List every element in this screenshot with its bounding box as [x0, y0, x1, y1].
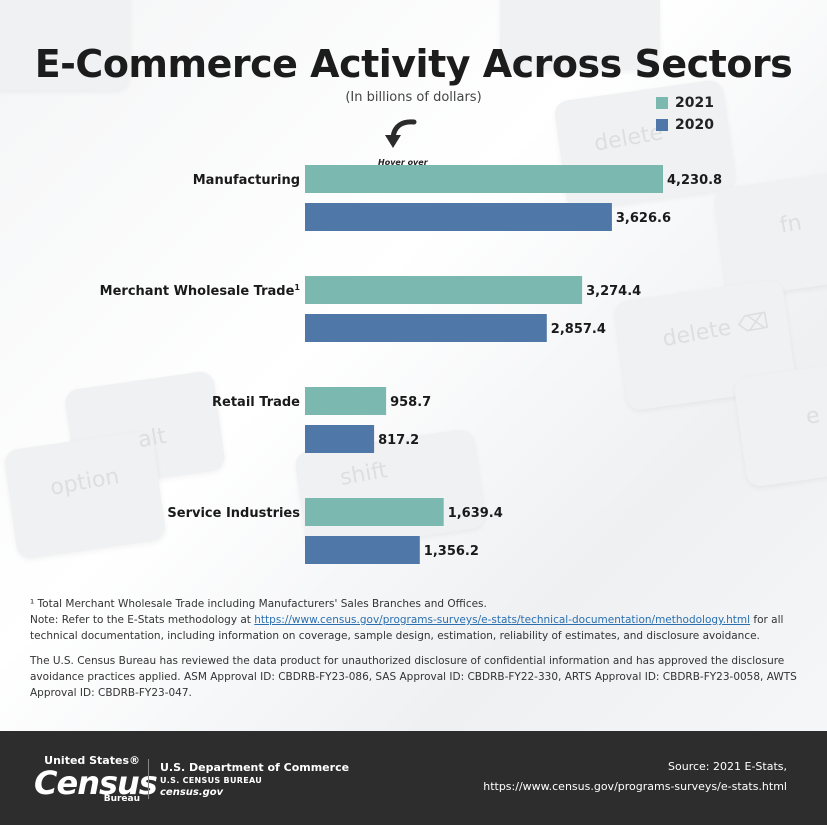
legend-item-2020[interactable]: 2020 [656, 114, 714, 136]
curved-arrow-icon [385, 119, 417, 148]
bar-2021-1[interactable] [305, 276, 583, 304]
logo-united-states: United States® [44, 754, 140, 767]
bar-value-label: 2,857.4 [551, 322, 606, 337]
legend-swatch-2020 [656, 119, 668, 131]
legend-label-2020: 2020 [675, 117, 714, 133]
census-site-link[interactable]: census.gov [160, 787, 224, 798]
bar-value-label: 3,626.6 [616, 211, 671, 226]
chart-subtitle: (In billions of dollars) [345, 90, 482, 105]
department-name: U.S. Department of Commerce [160, 761, 350, 774]
chart-title: E-Commerce Activity Across Sectors [34, 42, 793, 86]
methodology-suffix: for all technical documentation, includi… [30, 614, 784, 642]
category-label: Merchant Wholesale Trade1 [100, 283, 301, 299]
bar-chart: Manufacturing 4,230.8 3,626.6 Merchant Whol… [100, 165, 722, 564]
bar-2021-0[interactable] [305, 165, 663, 193]
methodology-link[interactable]: https://www.census.gov/programs-surveys/… [254, 614, 751, 626]
bar-2020-0[interactable] [305, 203, 612, 231]
footnote: ¹ Total Merchant Wholesale Trade includi… [30, 598, 487, 610]
bar-value-label: 958.7 [390, 395, 431, 410]
bar-value-label: 817.2 [378, 433, 419, 448]
legend-label-2021: 2021 [675, 95, 714, 111]
source-block: Source: 2021 E-Stats, https://www.census… [483, 757, 787, 797]
methodology-note: Note: Refer to the E-Stats methodology a… [30, 612, 805, 644]
department-block: U.S. Department of Commerce U.S. CENSUS … [160, 761, 349, 798]
logo-census: Census [34, 764, 158, 802]
logo-bureau: Bureau [103, 794, 140, 804]
bar-2020-1[interactable] [305, 314, 547, 342]
category-label: Service Industries [167, 506, 300, 521]
source-line: Source: 2021 E-Stats, [668, 760, 787, 773]
keycap [0, 0, 130, 90]
disclosure-statement: The U.S. Census Bureau has reviewed the … [30, 655, 797, 699]
hover-hint-text: Hover over [378, 158, 428, 167]
legend-swatch-2021 [656, 97, 668, 109]
notes: ¹ Total Merchant Wholesale Trade includi… [30, 596, 805, 701]
keycap [500, 0, 660, 70]
hover-hint: Hover over [378, 118, 438, 167]
category-label: Manufacturing [193, 173, 300, 188]
census-logo[interactable]: United States® Census Bureau [34, 754, 158, 806]
bureau-name: U.S. CENSUS BUREAU [160, 776, 263, 785]
bar-value-label: 1,356.2 [424, 544, 479, 559]
legend-item-2021[interactable]: 2021 [656, 92, 714, 114]
bar-value-label: 1,639.4 [448, 506, 503, 521]
bar-2021-2[interactable] [305, 387, 387, 415]
bar-2021-3[interactable] [305, 498, 444, 526]
footer-divider [148, 759, 149, 799]
category-superscript: 1 [294, 283, 300, 292]
bar-2020-2[interactable] [305, 425, 375, 453]
legend: 2021 2020 [656, 92, 714, 136]
bar-value-label: 3,274.4 [586, 284, 641, 299]
source-url[interactable]: https://www.census.gov/programs-surveys/… [483, 780, 787, 793]
bar-2020-3[interactable] [305, 536, 420, 564]
footer: United States® Census Bureau U.S. Depart… [0, 731, 827, 825]
methodology-prefix: Note: Refer to the E-Stats methodology a… [30, 614, 255, 626]
bar-value-label: 4,230.8 [667, 173, 722, 188]
category-label: Retail Trade [212, 395, 300, 410]
